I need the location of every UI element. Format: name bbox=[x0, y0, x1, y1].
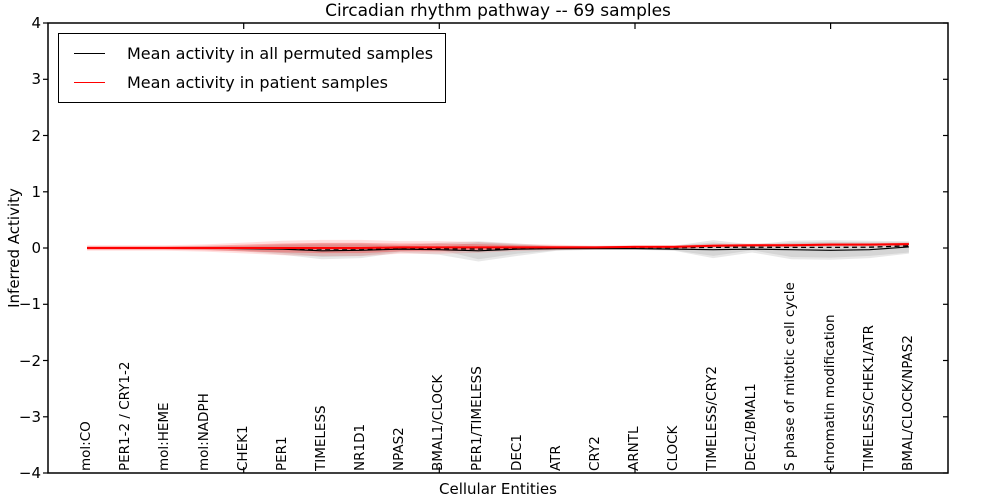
x-entity-label: DEC1 bbox=[508, 434, 525, 471]
x-entity-label: PER1-2 / CRY1-2 bbox=[117, 361, 134, 471]
y-tick-label: 0 bbox=[31, 239, 41, 257]
x-entity-label: mol:HEME bbox=[156, 402, 173, 471]
x-entity-label: S phase of mitotic cell cycle bbox=[782, 282, 799, 471]
x-entity-label: CLOCK bbox=[665, 425, 682, 471]
legend-entry-permuted: Mean activity in all permuted samples bbox=[59, 39, 445, 68]
x-entity-label: ATR bbox=[547, 445, 564, 471]
y-tick-label: 2 bbox=[31, 126, 41, 145]
y-tick-label: −4 bbox=[18, 464, 41, 482]
legend-line-sample-red bbox=[74, 82, 105, 83]
x-entity-label: PER1/TIMELESS bbox=[469, 366, 486, 471]
x-entity-label: BMAL/CLOCK/NPAS2 bbox=[899, 335, 916, 471]
chart-title: Circadian rhythm pathway -- 69 samples bbox=[325, 1, 671, 21]
x-entity-label: DEC1/BMAL1 bbox=[743, 383, 760, 471]
x-entity-label: ARNTL bbox=[625, 426, 642, 471]
legend-label: Mean activity in patient samples bbox=[127, 73, 388, 92]
x-entity-label: mol:CO bbox=[78, 421, 95, 471]
x-entity-label: chromatin modification bbox=[821, 314, 838, 471]
y-tick-label: −2 bbox=[18, 351, 41, 370]
x-entity-label: PER1 bbox=[273, 436, 290, 471]
x-axis-label: Cellular Entities bbox=[439, 480, 557, 498]
x-entity-label: NR1D1 bbox=[352, 423, 369, 471]
x-entity-label: CHEK1 bbox=[234, 425, 251, 471]
line-mean-activity-in-patient-samples bbox=[87, 243, 909, 249]
y-tick-label: −3 bbox=[18, 407, 41, 426]
x-entity-label: TIMELESS/CRY2 bbox=[704, 366, 721, 471]
y-tick-label: 3 bbox=[31, 70, 41, 89]
x-entity-label: CRY2 bbox=[586, 436, 603, 471]
y-tick-label: −1 bbox=[18, 295, 41, 314]
legend-label: Mean activity in all permuted samples bbox=[127, 44, 434, 63]
y-tick-label: 1 bbox=[31, 182, 41, 201]
x-entity-label: TIMELESS bbox=[312, 405, 329, 471]
legend: Mean activity in all permuted samples Me… bbox=[58, 33, 446, 103]
legend-entry-patient: Mean activity in patient samples bbox=[59, 68, 445, 97]
x-entity-label: BMAL1/CLOCK bbox=[430, 374, 447, 471]
x-entity-label: NPAS2 bbox=[391, 427, 408, 471]
x-entity-label: mol:NADPH bbox=[195, 393, 212, 471]
x-entity-label: TIMELESS/CHEK1/ATR bbox=[860, 324, 877, 471]
legend-line-sample-black bbox=[74, 53, 105, 54]
y-tick-label: 4 bbox=[31, 14, 41, 32]
